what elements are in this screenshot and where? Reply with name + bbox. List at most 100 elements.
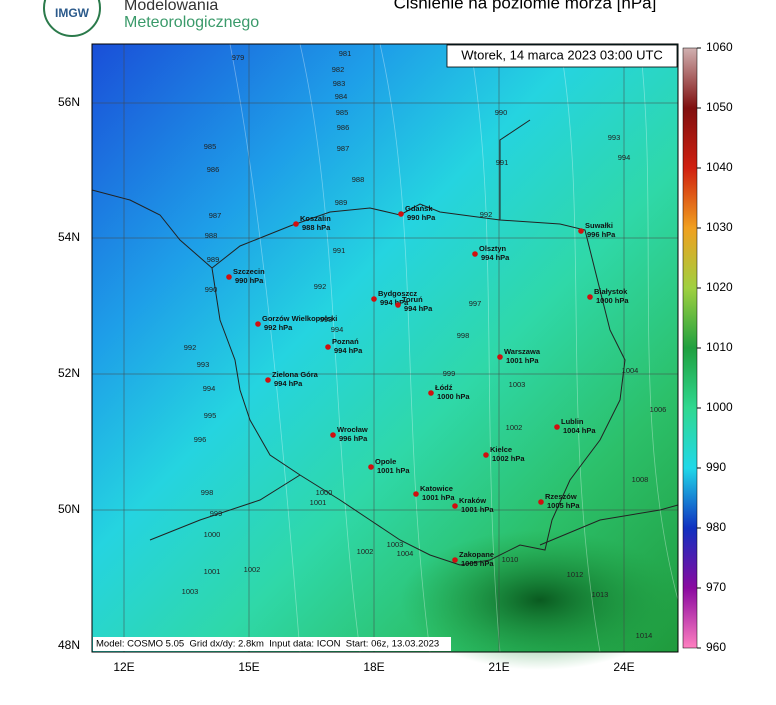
isobar-label: 998 (201, 488, 214, 497)
colorbar-label: 1000 (706, 400, 733, 414)
colorbar-label: 1060 (706, 40, 733, 54)
city-pressure: 996 hPa (339, 434, 368, 443)
city-name: Kielce (490, 445, 512, 454)
org-name: Meteorologicznego (124, 14, 259, 31)
city-marker (330, 432, 336, 438)
lon-label: 15E (238, 660, 259, 674)
city-marker (265, 377, 271, 383)
isobar-label: 1003 (387, 540, 404, 549)
isobar-label: 1004 (397, 549, 414, 558)
city-pressure: 1000 hPa (596, 296, 629, 305)
isobar-label: 996 (194, 435, 207, 444)
city-pressure: 994 hPa (481, 253, 510, 262)
lat-label: 50N (58, 502, 80, 516)
city-pressure: 1001 hPa (422, 493, 455, 502)
isobar-label: 1004 (622, 366, 639, 375)
isobar-label: 994 (618, 153, 631, 162)
colorbar-label: 1050 (706, 100, 733, 114)
city-marker (497, 354, 503, 360)
city-pressure: 996 hPa (587, 230, 616, 239)
city-pressure: 1005 hPa (461, 559, 494, 568)
title: Ciśnienie na poziomie morza [hPa] (394, 0, 657, 12)
logo (43, 0, 101, 37)
city-name: Olsztyn (479, 244, 507, 253)
lat-label: 56N (58, 95, 80, 109)
isobar-label: 1002 (506, 423, 523, 432)
isobar-label: 992 (184, 343, 197, 352)
isobar-label: 1008 (632, 475, 649, 484)
city-marker (587, 294, 593, 300)
city-marker (483, 452, 489, 458)
city-marker (398, 211, 404, 217)
isobar-label: 985 (336, 108, 349, 117)
isobar-label: 1003 (182, 587, 199, 596)
graticule (92, 44, 678, 652)
city-name: Rzeszów (545, 492, 577, 501)
isobar-label: 995 (204, 411, 217, 420)
city-pressure: 1001 hPa (461, 505, 494, 514)
city-marker (255, 321, 261, 327)
city-pressure: 990 hPa (407, 213, 436, 222)
city-marker (452, 503, 458, 509)
city-marker (413, 491, 419, 497)
city-pressure: 994 hPa (404, 304, 433, 313)
city-name: Łódź (435, 383, 453, 392)
city-marker (538, 499, 544, 505)
colorbar-label: 1020 (706, 280, 733, 294)
isobar-label: 989 (335, 198, 348, 207)
timestamp-box (446, 44, 678, 68)
city-name: Katowice (420, 484, 453, 493)
city-marker (452, 557, 458, 563)
city-pressure: 1002 hPa (492, 454, 525, 463)
mountain-field (400, 530, 680, 670)
footer: Model: COSMO 5.05 Grid dx/dy: 2.8km Inpu… (96, 639, 439, 650)
lon-label: 12E (113, 660, 134, 674)
city-name: Poznań (332, 337, 359, 346)
city-name: Szczecin (233, 267, 265, 276)
logo-text: IMGW (55, 6, 90, 20)
isobar-label: 991 (333, 246, 346, 255)
colorbar-label: 1040 (706, 160, 733, 174)
isobar-label: 987 (209, 211, 222, 220)
city-name: Toruń (402, 295, 423, 304)
city-name: Suwałki (585, 221, 613, 230)
city-name: Zakopane (459, 550, 494, 559)
city-pressure: 994 hPa (334, 346, 363, 355)
isobar-label: 999 (210, 509, 223, 518)
city-name: Białystok (594, 287, 628, 296)
isobar-label: 983 (333, 79, 346, 88)
city-name: Opole (375, 457, 396, 466)
isobars (229, 43, 679, 653)
lat-label: 48N (58, 638, 80, 652)
lat-label: 54N (58, 230, 80, 244)
city-name: Gorzów Wielkopolski (262, 314, 337, 323)
lon-label: 24E (613, 660, 634, 674)
city-name: Gdańsk (405, 204, 433, 213)
city-pressure: 990 hPa (235, 276, 264, 285)
isobar-label: 992 (314, 282, 327, 291)
isobar-label: 999 (443, 369, 456, 378)
city-name: Warszawa (504, 347, 541, 356)
city-pressure: 1000 hPa (437, 392, 470, 401)
city-marker (554, 424, 560, 430)
city-marker (578, 228, 584, 234)
isobar-label: 985 (204, 142, 217, 151)
isobar-label: 987 (337, 144, 350, 153)
isobar-label: 1006 (650, 405, 667, 414)
colorbar-label: 970 (706, 580, 726, 594)
city-marker (371, 296, 377, 302)
isobar-label: 1013 (592, 590, 609, 599)
colorbar-label: 960 (706, 640, 726, 654)
footer-box (93, 637, 451, 651)
isobar-label: 988 (205, 231, 218, 240)
lon-label: 21E (488, 660, 509, 674)
isobar-label: 997 (469, 299, 482, 308)
isobar-label: 988 (352, 175, 365, 184)
isobar-label: 990 (205, 285, 218, 294)
isobar-label: 989 (207, 255, 220, 264)
city-name: Kraków (459, 496, 486, 505)
isobar-label: 993 (197, 360, 210, 369)
isobar-label: 991 (496, 158, 509, 167)
isobar-label: 993 (608, 133, 621, 142)
